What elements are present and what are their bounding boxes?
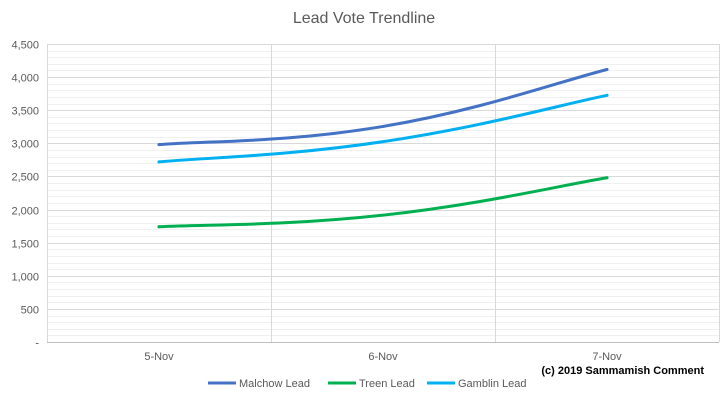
malchow-lead-legend-label: Malchow Lead <box>239 378 310 390</box>
treen-lead-point <box>381 213 385 217</box>
x-tick-label: 7-Nov <box>592 351 622 363</box>
gamblin-lead-point <box>381 140 385 144</box>
y-tick-label: 1,500 <box>11 239 39 251</box>
x-axis-tick-labels: 5-Nov 6-Nov 7-Nov <box>144 351 622 363</box>
y-tick-label: 3,000 <box>11 139 39 151</box>
y-tick-label: 1,000 <box>11 272 39 284</box>
y-tick-label: 2,500 <box>11 172 39 184</box>
legend: Malchow Lead Treen Lead Gamblin Lead <box>208 378 527 390</box>
major-gridlines <box>47 44 720 343</box>
treen-lead-point <box>157 225 161 229</box>
minor-gridlines <box>47 51 719 336</box>
y-tick-label: 3,500 <box>11 106 39 118</box>
x-tick-label: 6-Nov <box>368 351 398 363</box>
series-lines <box>157 67 609 229</box>
y-tick-label: 4,500 <box>11 40 39 52</box>
copyright-annotation: (c) 2019 Sammamish Comment <box>541 365 704 377</box>
chart-title: Lead Vote Trendline <box>293 10 435 27</box>
gamblin-lead-legend-label: Gamblin Lead <box>458 378 527 390</box>
y-tick-label: 4,000 <box>11 73 39 85</box>
x-tick-label: 5-Nov <box>144 351 174 363</box>
y-tick-label: 500 <box>21 305 39 317</box>
y-tick-label: - <box>35 338 39 350</box>
malchow-lead-point <box>381 124 385 128</box>
y-tick-label: 2,000 <box>11 206 39 218</box>
treen-lead-point <box>605 176 609 180</box>
gamblin-lead-point <box>157 160 161 164</box>
treen-lead-legend-label: Treen Lead <box>359 378 415 390</box>
gamblin-lead-point <box>605 93 609 97</box>
malchow-lead-point <box>157 143 161 147</box>
malchow-lead-point <box>605 67 609 71</box>
y-axis-tick-labels: - 500 1,000 1,500 2,000 2,500 3,000 3,500 4,000 4… <box>11 40 39 350</box>
